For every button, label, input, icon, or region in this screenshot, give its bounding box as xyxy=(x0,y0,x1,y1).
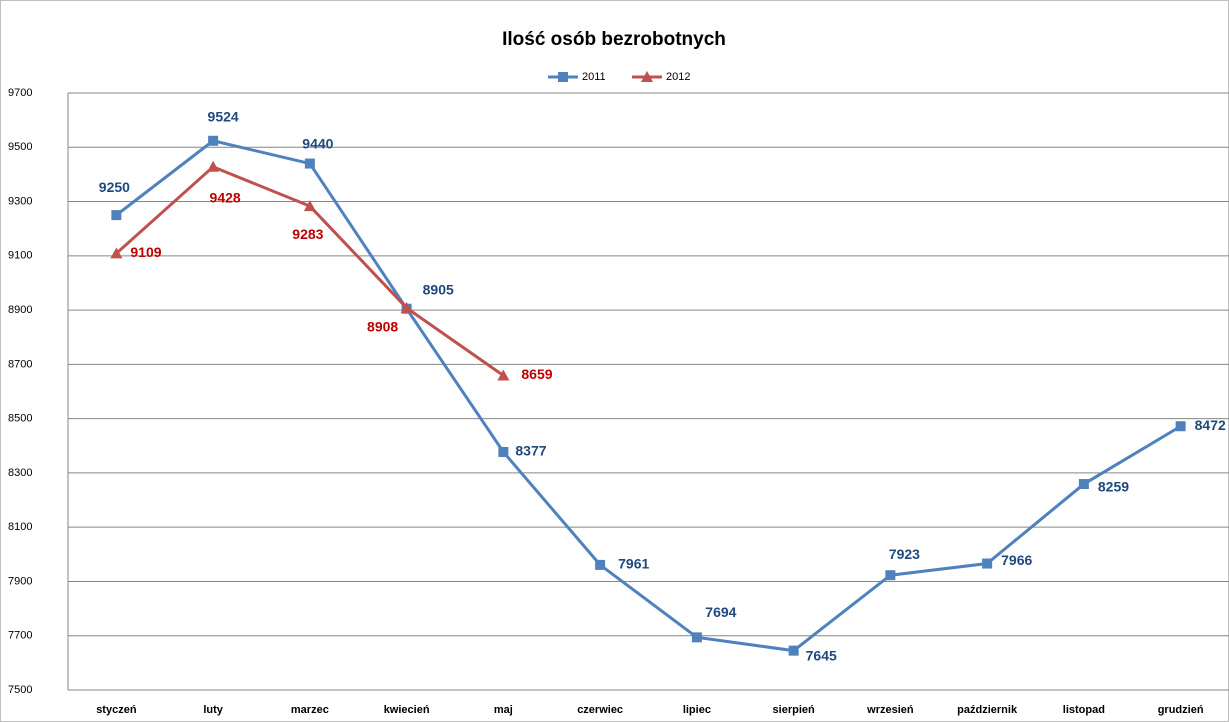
data-label: 9440 xyxy=(302,135,333,151)
y-tick-label: 8100 xyxy=(8,521,32,533)
data-label: 8659 xyxy=(521,366,552,382)
y-tick-label: 8700 xyxy=(8,358,32,370)
marker xyxy=(111,210,122,221)
data-label: 8259 xyxy=(1098,479,1129,495)
marker xyxy=(400,301,413,313)
data-label: 8908 xyxy=(367,319,398,335)
marker xyxy=(788,645,799,656)
y-tick-label: 8300 xyxy=(8,467,32,479)
x-tick-label: sierpień xyxy=(773,704,815,716)
marker xyxy=(691,632,702,643)
data-label: 7966 xyxy=(1001,552,1032,568)
legend-label: 2011 xyxy=(582,71,606,83)
y-tick-label: 7900 xyxy=(8,575,32,587)
marker xyxy=(885,570,896,581)
x-tick-label: styczeń xyxy=(96,704,137,716)
x-tick-label: luty xyxy=(203,704,223,716)
x-tick-label: czerwiec xyxy=(577,704,623,716)
data-label: 8905 xyxy=(423,281,454,297)
data-label: 9524 xyxy=(208,108,239,124)
y-tick-label: 8900 xyxy=(8,304,32,316)
x-tick-label: październik xyxy=(957,704,1018,716)
marker xyxy=(595,559,606,570)
marker xyxy=(1078,479,1089,490)
y-tick-label: 9100 xyxy=(8,250,32,262)
data-label: 8472 xyxy=(1195,417,1226,433)
marker xyxy=(110,247,123,259)
marker xyxy=(982,558,993,569)
data-label: 9250 xyxy=(99,179,130,195)
y-tick-label: 7500 xyxy=(8,684,32,696)
y-tick-label: 8500 xyxy=(8,413,32,425)
y-tick-label: 7700 xyxy=(8,630,32,642)
data-label: 9428 xyxy=(210,190,241,206)
x-tick-label: marzec xyxy=(291,704,329,716)
y-tick-label: 9700 xyxy=(8,87,32,99)
data-label: 7694 xyxy=(705,604,736,620)
data-label: 7645 xyxy=(806,647,837,663)
x-tick-label: grudzień xyxy=(1158,704,1204,716)
data-label: 8377 xyxy=(515,443,546,459)
chart-title: Ilość osób bezrobotnych xyxy=(502,29,726,50)
data-label: 9109 xyxy=(130,244,161,260)
marker xyxy=(497,369,510,381)
x-tick-label: listopad xyxy=(1063,704,1105,716)
marker xyxy=(498,447,509,458)
marker xyxy=(641,71,653,82)
marker xyxy=(558,72,568,82)
y-tick-label: 9500 xyxy=(8,141,32,153)
marker xyxy=(1175,421,1186,432)
x-tick-label: maj xyxy=(494,704,513,716)
data-label: 9283 xyxy=(292,226,323,242)
y-tick-label: 9300 xyxy=(8,195,32,207)
legend-label: 2012 xyxy=(666,71,690,83)
marker xyxy=(207,160,220,172)
x-tick-label: kwiecień xyxy=(384,704,430,716)
x-tick-label: lipiec xyxy=(683,704,711,716)
marker xyxy=(208,135,219,146)
data-label: 7961 xyxy=(618,556,649,572)
x-tick-label: wrzesień xyxy=(866,704,914,716)
marker xyxy=(303,200,316,212)
series-line xyxy=(115,139,1182,653)
marker xyxy=(304,158,315,169)
data-label: 7923 xyxy=(889,546,920,562)
